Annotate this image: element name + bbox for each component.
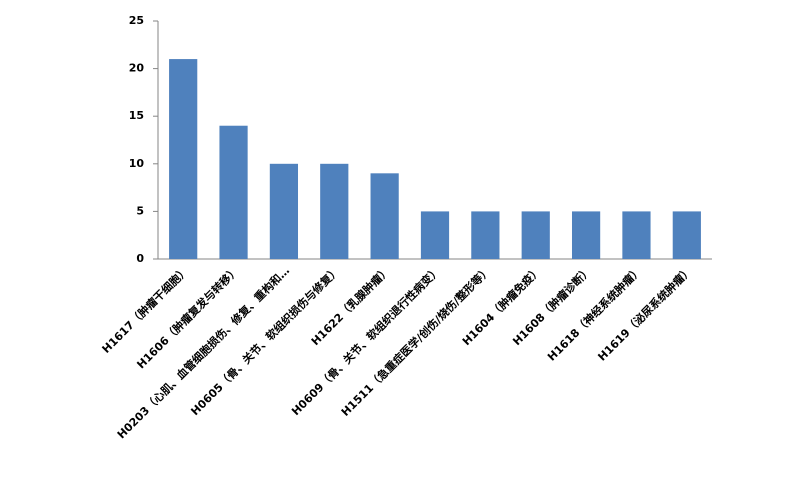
y-tick-label: 15 xyxy=(129,109,144,122)
bar xyxy=(169,59,198,259)
bar xyxy=(420,211,450,259)
bar xyxy=(571,211,601,259)
y-tick-label: 25 xyxy=(129,14,144,27)
bar xyxy=(269,163,299,259)
bar xyxy=(471,211,500,259)
y-tick-label: 10 xyxy=(129,157,145,170)
bar xyxy=(370,173,399,259)
x-tick-label: H0203（心肌、血管细胞损伤、修复、重构和… xyxy=(114,263,292,441)
y-tick-label: 5 xyxy=(136,204,144,217)
bar xyxy=(672,211,701,259)
x-tick-label: H1619（泌尿系统肿瘤） xyxy=(595,263,695,363)
y-tick-label: 20 xyxy=(129,62,145,75)
x-tick-label: H1606（肿瘤复发与转移） xyxy=(134,263,242,371)
x-tick-label: H1617（肿瘤干细胞） xyxy=(99,263,192,356)
y-tick-label: 0 xyxy=(136,252,144,265)
bar xyxy=(219,125,248,259)
bar xyxy=(521,211,550,259)
bar xyxy=(320,163,349,259)
x-tick-label: H1618（神经系统肿瘤） xyxy=(544,263,644,363)
bar xyxy=(622,211,651,259)
